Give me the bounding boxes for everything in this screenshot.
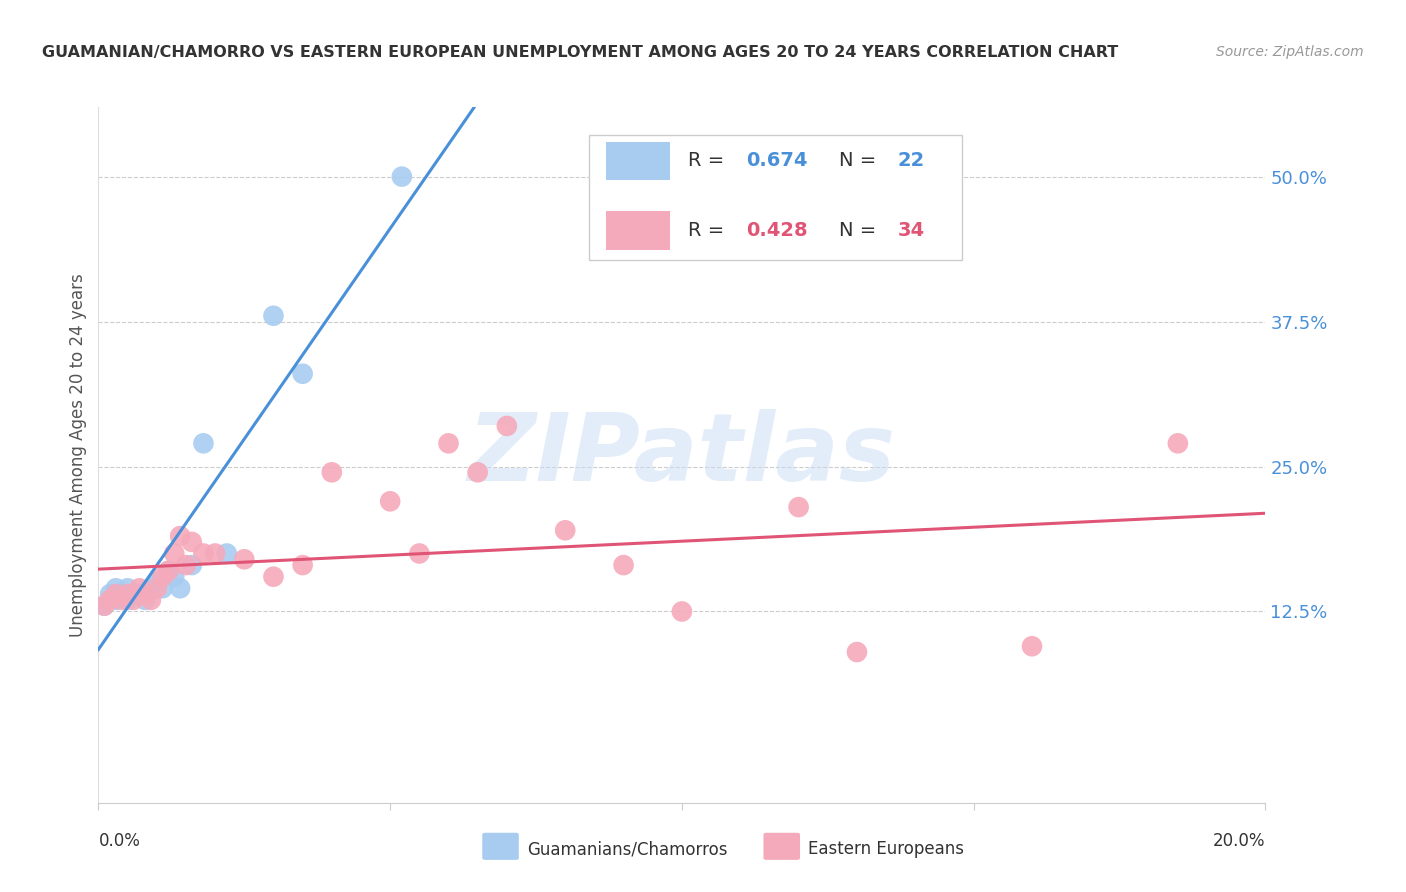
Point bbox=[180, 558, 202, 573]
Point bbox=[134, 587, 156, 601]
Point bbox=[671, 605, 693, 619]
Point bbox=[787, 500, 810, 514]
FancyBboxPatch shape bbox=[606, 142, 671, 180]
Point bbox=[134, 592, 156, 607]
Point bbox=[174, 558, 197, 573]
Point bbox=[122, 592, 145, 607]
Point bbox=[380, 494, 402, 508]
Point bbox=[139, 592, 162, 607]
Text: 0.428: 0.428 bbox=[747, 221, 807, 240]
Point bbox=[163, 570, 186, 584]
Point bbox=[321, 466, 343, 480]
Text: Source: ZipAtlas.com: Source: ZipAtlas.com bbox=[1216, 45, 1364, 59]
Point bbox=[117, 582, 139, 596]
Text: 34: 34 bbox=[898, 221, 925, 240]
FancyBboxPatch shape bbox=[589, 135, 962, 260]
Text: 0.674: 0.674 bbox=[747, 152, 807, 170]
Point bbox=[193, 436, 215, 450]
Point bbox=[262, 309, 284, 323]
Point bbox=[146, 582, 169, 596]
Text: 22: 22 bbox=[898, 152, 925, 170]
Point bbox=[169, 529, 191, 543]
Text: N =: N = bbox=[839, 152, 883, 170]
Point bbox=[157, 564, 180, 578]
Text: GUAMANIAN/CHAMORRO VS EASTERN EUROPEAN UNEMPLOYMENT AMONG AGES 20 TO 24 YEARS CO: GUAMANIAN/CHAMORRO VS EASTERN EUROPEAN U… bbox=[42, 45, 1118, 60]
Point bbox=[291, 558, 314, 573]
Point bbox=[163, 546, 186, 561]
Point bbox=[554, 523, 576, 537]
Point bbox=[291, 367, 314, 381]
Point bbox=[104, 587, 127, 601]
Point bbox=[496, 419, 519, 434]
Point bbox=[233, 552, 256, 566]
Point bbox=[117, 587, 139, 601]
Text: 0.0%: 0.0% bbox=[98, 831, 141, 850]
Point bbox=[180, 534, 202, 549]
Point bbox=[408, 546, 430, 561]
Point bbox=[104, 592, 127, 607]
Point bbox=[391, 169, 413, 184]
Point bbox=[146, 575, 169, 590]
Point bbox=[152, 582, 174, 596]
Point bbox=[169, 582, 191, 596]
Point bbox=[128, 587, 150, 601]
Text: R =: R = bbox=[688, 152, 730, 170]
Point bbox=[93, 599, 115, 613]
Point bbox=[846, 645, 869, 659]
Point bbox=[467, 466, 489, 480]
Point bbox=[139, 582, 162, 596]
Point bbox=[215, 546, 238, 561]
Text: R =: R = bbox=[688, 221, 730, 240]
Point bbox=[93, 599, 115, 613]
FancyBboxPatch shape bbox=[606, 211, 671, 250]
Point bbox=[612, 558, 634, 573]
Point bbox=[152, 570, 174, 584]
Text: Guamanians/Chamorros: Guamanians/Chamorros bbox=[527, 840, 728, 858]
Text: ZIPatlas: ZIPatlas bbox=[468, 409, 896, 501]
Point bbox=[157, 564, 180, 578]
Point bbox=[193, 546, 215, 561]
Point bbox=[98, 587, 121, 601]
Point bbox=[122, 587, 145, 601]
Point bbox=[98, 592, 121, 607]
Point bbox=[111, 587, 134, 601]
Point bbox=[111, 592, 134, 607]
Point bbox=[262, 570, 284, 584]
Point bbox=[128, 582, 150, 596]
Point bbox=[1167, 436, 1189, 450]
Point bbox=[1021, 639, 1043, 653]
Point bbox=[204, 546, 226, 561]
Y-axis label: Unemployment Among Ages 20 to 24 years: Unemployment Among Ages 20 to 24 years bbox=[69, 273, 87, 637]
Point bbox=[117, 592, 139, 607]
Text: N =: N = bbox=[839, 221, 883, 240]
Text: Eastern Europeans: Eastern Europeans bbox=[808, 840, 965, 858]
Point bbox=[104, 582, 127, 596]
Point bbox=[437, 436, 460, 450]
Text: 20.0%: 20.0% bbox=[1213, 831, 1265, 850]
